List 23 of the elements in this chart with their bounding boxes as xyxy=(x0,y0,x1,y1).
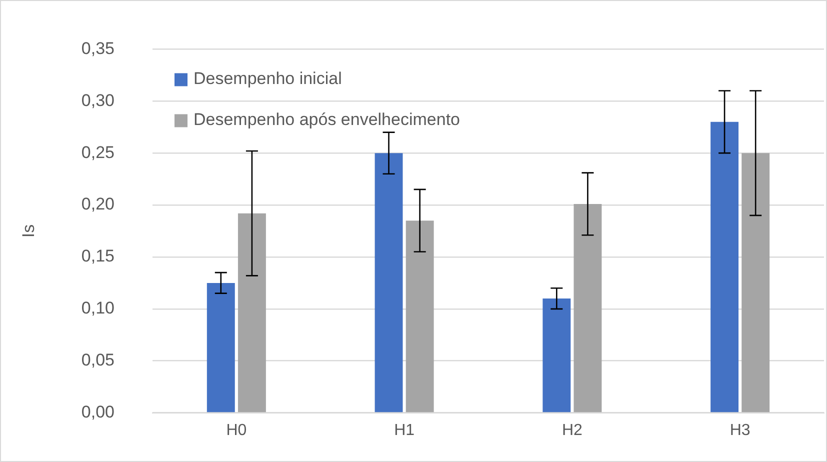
bar xyxy=(374,153,403,412)
y-tick-label: 0,30 xyxy=(81,90,114,110)
y-tick-label: 0,10 xyxy=(81,298,114,318)
y-tick-label: 0,00 xyxy=(81,402,114,422)
y-tick-label: 0,15 xyxy=(81,246,114,266)
legend-label: Desempenho após envelhecimento xyxy=(193,110,460,129)
bar xyxy=(710,122,739,412)
y-tick-label: 0,35 xyxy=(81,38,114,58)
bar xyxy=(574,204,602,412)
y-tick-label: 0,25 xyxy=(81,142,114,162)
bar xyxy=(742,153,770,412)
legend-label: Desempenho inicial xyxy=(193,68,342,88)
x-tick-label: H3 xyxy=(730,422,750,439)
bar xyxy=(406,220,434,412)
x-tick-label: H1 xyxy=(394,422,415,439)
bar xyxy=(238,213,266,412)
x-tick-label: H2 xyxy=(562,422,583,439)
bar xyxy=(206,282,235,412)
y-axis-title: Is xyxy=(18,224,38,238)
bar xyxy=(542,298,571,412)
y-tick-label: 0,20 xyxy=(81,194,114,214)
y-tick-label: 0,05 xyxy=(81,350,114,370)
x-tick-label: H0 xyxy=(226,422,247,439)
